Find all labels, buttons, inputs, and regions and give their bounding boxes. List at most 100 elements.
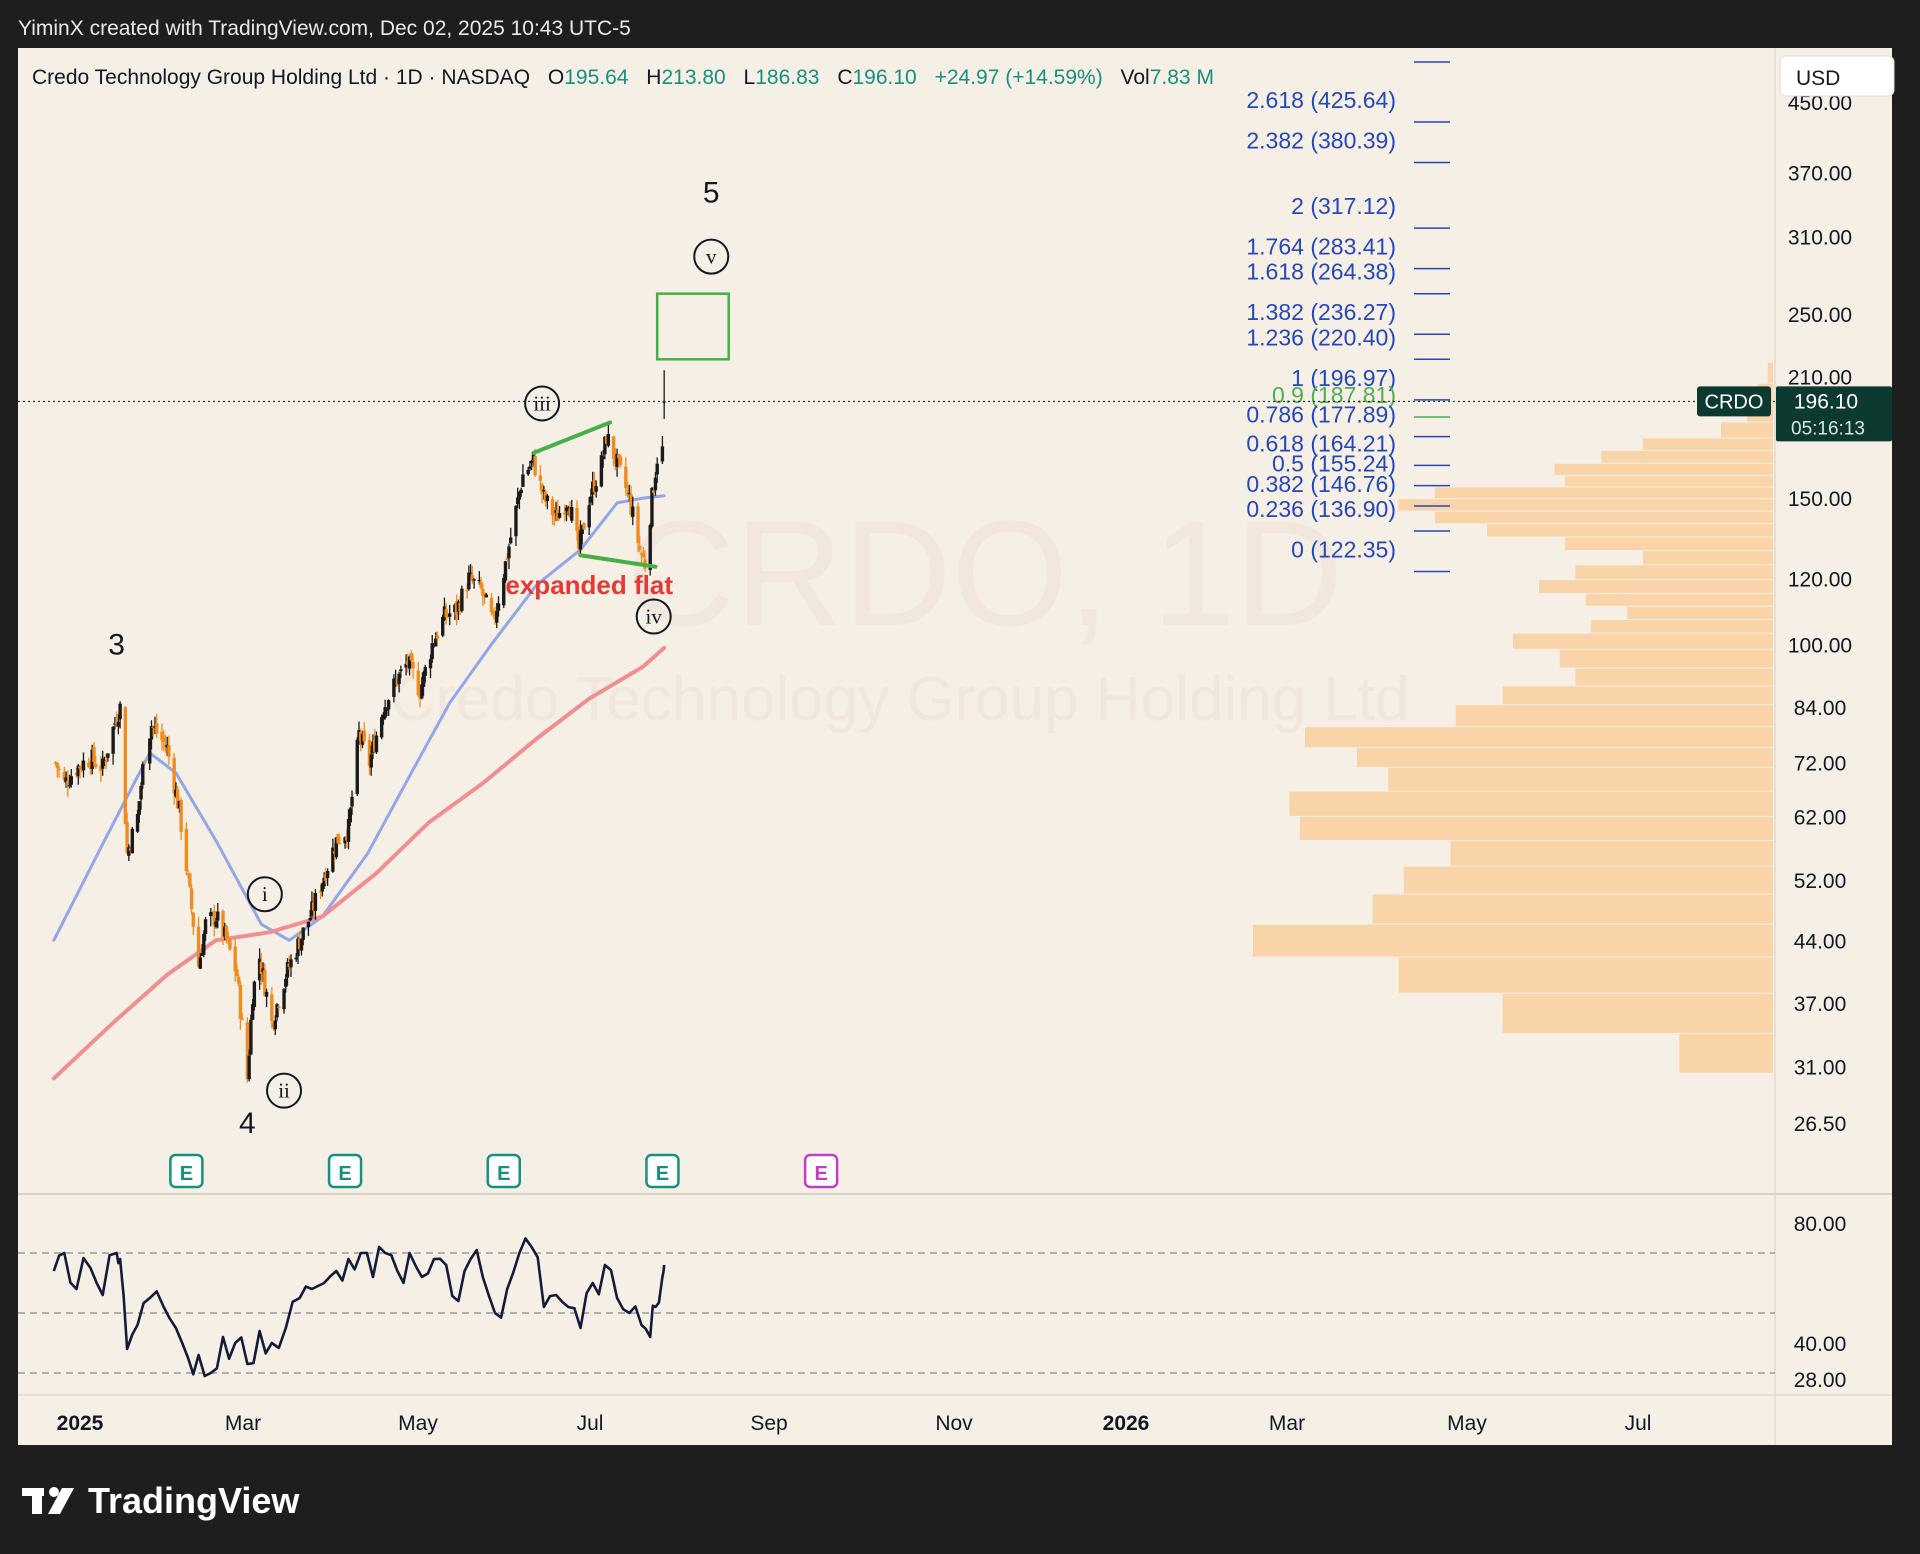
annotation-text[interactable]: expanded flat bbox=[505, 570, 673, 600]
candle-body bbox=[611, 436, 616, 460]
volume-profile-bar bbox=[1398, 499, 1773, 511]
earnings-icon[interactable] bbox=[803, 1153, 839, 1189]
candle-body bbox=[188, 873, 192, 887]
wave-label-circle bbox=[524, 385, 561, 422]
fib-level-label: 2 (317.12) bbox=[1291, 193, 1396, 219]
wave-label: 5 bbox=[703, 177, 720, 210]
candle-body bbox=[285, 962, 290, 978]
bar-countdown: 05:16:13 bbox=[1791, 418, 1865, 439]
candle-body bbox=[196, 926, 201, 967]
candle-body bbox=[99, 765, 103, 772]
price-tick-label: 31.00 bbox=[1794, 1057, 1847, 1080]
wave-label: ii bbox=[278, 1079, 290, 1103]
low-label: L bbox=[744, 66, 756, 89]
time-tick-label: 2026 bbox=[1103, 1412, 1150, 1435]
earnings-icon[interactable] bbox=[169, 1153, 204, 1189]
candle-body bbox=[420, 684, 424, 699]
candle-body bbox=[62, 772, 67, 780]
legend[interactable]: Credo Technology Group Holding Ltd · 1D … bbox=[32, 66, 1214, 89]
candle-body bbox=[336, 833, 340, 844]
candle-body bbox=[332, 851, 337, 854]
last-price-tag bbox=[1776, 386, 1892, 442]
candle-body bbox=[639, 553, 644, 555]
candle-body bbox=[203, 919, 208, 934]
candle-body bbox=[404, 663, 408, 668]
fib-level-label: 1.236 (220.40) bbox=[1246, 324, 1396, 350]
price-tick-label: 450.00 bbox=[1788, 92, 1852, 115]
candle-body bbox=[249, 1019, 253, 1055]
volume-profile-bar bbox=[1305, 727, 1773, 748]
svg-text:Credo Technology Group Holding: Credo Technology Group Holding Ltd · 1D … bbox=[32, 66, 1214, 89]
wave-label-circle bbox=[246, 876, 283, 913]
fib-level-label: 0.236 (136.90) bbox=[1246, 496, 1396, 522]
candlesticks bbox=[53, 370, 666, 1083]
high-value: 213.80 bbox=[661, 66, 725, 89]
candle-body bbox=[226, 937, 230, 940]
volume-value: 7.83 M bbox=[1150, 66, 1214, 89]
fibonacci-extension[interactable]: 2.618 (425.64) 2.382 (380.39) 2 (317.12) 1.… bbox=[1246, 61, 1450, 573]
earnings-label: E bbox=[180, 1163, 193, 1185]
candle-body bbox=[66, 780, 70, 786]
candle-body bbox=[270, 994, 274, 1021]
candle-body bbox=[289, 959, 293, 968]
candle-body bbox=[507, 546, 511, 559]
candle-body bbox=[407, 656, 412, 669]
candle-body bbox=[594, 486, 598, 492]
candle-body bbox=[386, 700, 391, 710]
candle-body bbox=[313, 893, 318, 912]
candle-body bbox=[467, 572, 471, 590]
candle-body bbox=[580, 524, 584, 534]
trendline[interactable] bbox=[578, 553, 658, 569]
currency-button[interactable]: USD bbox=[1779, 55, 1895, 97]
candle-body bbox=[662, 401, 666, 403]
tradingview-logo[interactable]: TradingView bbox=[22, 1480, 300, 1521]
candle-body bbox=[470, 574, 475, 581]
price-scale[interactable] bbox=[1776, 48, 1892, 1445]
candle-body bbox=[648, 525, 652, 570]
trendline[interactable] bbox=[531, 420, 613, 455]
candle-body bbox=[346, 818, 351, 842]
drawings[interactable]: expanded flat bbox=[505, 292, 730, 600]
candle-body bbox=[298, 938, 302, 950]
price-tick-label: 52.00 bbox=[1794, 870, 1847, 893]
earnings-label: E bbox=[814, 1163, 827, 1185]
wave-label: iii bbox=[533, 391, 551, 415]
candle-body bbox=[458, 602, 462, 612]
main-pane[interactable] bbox=[18, 48, 1776, 1210]
price-tick-label: 150.00 bbox=[1788, 488, 1852, 511]
candle-body bbox=[296, 938, 300, 957]
candle-body bbox=[137, 801, 141, 815]
symbol-tag bbox=[1697, 386, 1771, 417]
candle-body bbox=[441, 617, 445, 636]
target-zone-box[interactable] bbox=[655, 292, 730, 361]
candle-body bbox=[148, 738, 152, 764]
earnings-icon[interactable] bbox=[327, 1153, 363, 1189]
time-tick-label: Sep bbox=[750, 1412, 787, 1435]
volume-profile-bar bbox=[1679, 1033, 1773, 1073]
earnings-icon[interactable] bbox=[486, 1153, 521, 1189]
candle-body bbox=[338, 842, 342, 845]
candle-body bbox=[409, 653, 414, 661]
candle-body bbox=[141, 764, 145, 785]
candle-body bbox=[357, 730, 361, 742]
candle-body bbox=[189, 888, 194, 910]
time-scale[interactable] bbox=[18, 1395, 1776, 1445]
candle-body bbox=[113, 723, 117, 725]
candle-body bbox=[604, 436, 609, 444]
volume-profile-bar bbox=[1585, 593, 1773, 606]
candle-body bbox=[641, 553, 645, 558]
candle-body bbox=[554, 510, 558, 513]
candle-body bbox=[552, 513, 557, 516]
tradingview-logo-icon bbox=[22, 1487, 74, 1514]
candle-body bbox=[238, 984, 243, 1020]
volume-profile-bar bbox=[1299, 816, 1773, 840]
candle-body bbox=[322, 877, 326, 887]
earnings-icon[interactable] bbox=[645, 1153, 680, 1189]
fib-level-label: 0.618 (164.21) bbox=[1246, 430, 1396, 456]
candle-body bbox=[284, 978, 288, 987]
candle-body bbox=[371, 741, 375, 753]
fib-level-label: 2.618 (425.64) bbox=[1246, 87, 1396, 113]
candle-body bbox=[582, 523, 586, 530]
wave-label: 4 bbox=[239, 1107, 256, 1140]
